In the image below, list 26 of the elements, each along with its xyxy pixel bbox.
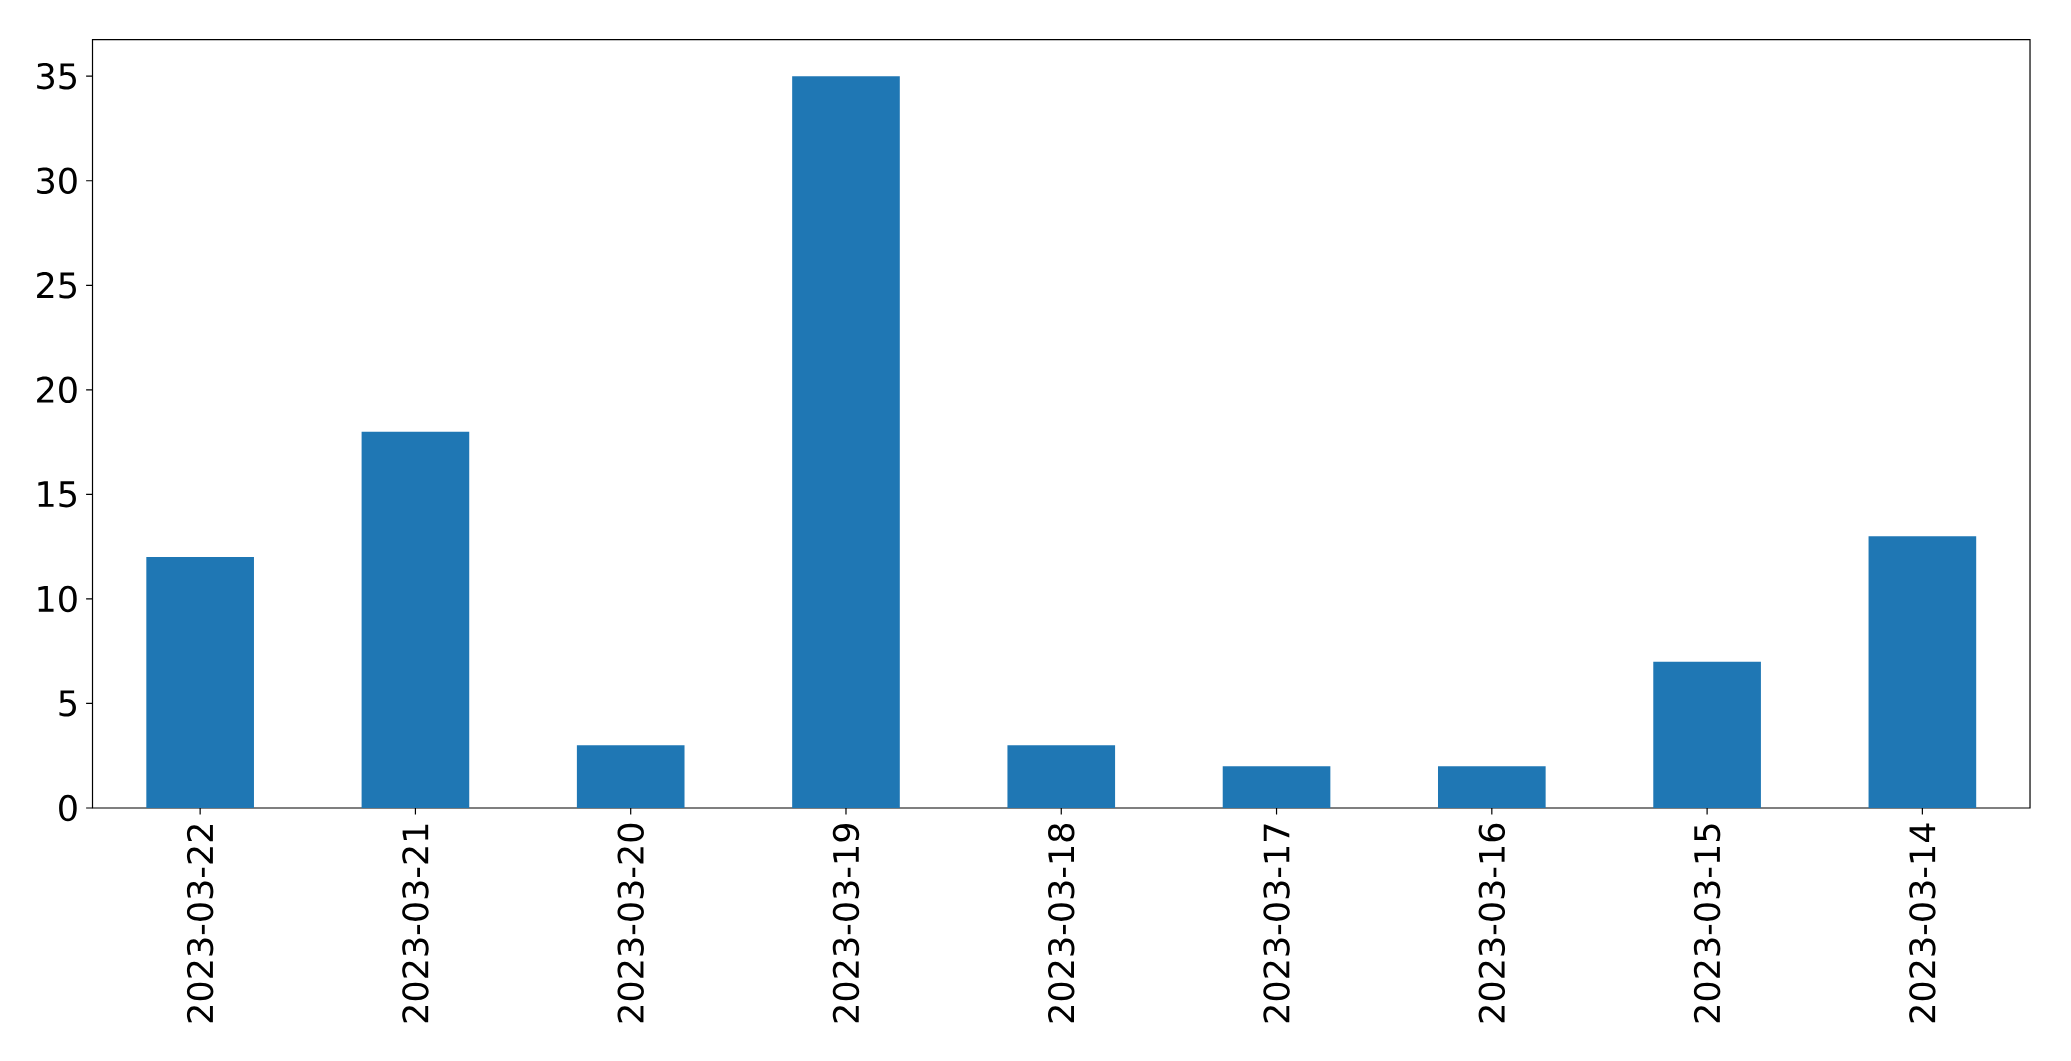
- y-tick-label: 10: [38, 585, 77, 613]
- y-tick-label: 15: [38, 481, 76, 508]
- bar: [361, 431, 470, 808]
- y-tick-label: 20: [37, 376, 77, 404]
- x-tick-label: 2023-03-19: [832, 823, 860, 1023]
- bar: [576, 745, 685, 808]
- bar: [1868, 536, 1977, 808]
- x-tick-label: 2023-03-15: [1693, 824, 1721, 1023]
- bar: [1007, 745, 1116, 808]
- x-tick-label: 2023-03-20: [617, 823, 644, 1023]
- y-tick-label: 35: [37, 62, 76, 90]
- x-tick-label: 2023-03-18: [1048, 823, 1075, 1023]
- x-tick-label: 2023-03-21: [402, 824, 429, 1023]
- bar: [1438, 766, 1546, 808]
- x-tick-label: 2023-03-16: [1478, 823, 1506, 1023]
- y-tick-label: 25: [37, 272, 76, 299]
- y-tick-label: 5: [59, 690, 76, 717]
- bar: [792, 76, 900, 808]
- bar: [146, 557, 254, 808]
- x-tick-label: 2023-03-14: [1909, 823, 1936, 1023]
- y-tick-label: 0: [59, 794, 77, 822]
- bar: [1653, 661, 1761, 808]
- x-tick-label: 2023-03-17: [1263, 824, 1290, 1023]
- x-tick-label: 2023-03-22: [186, 825, 214, 1023]
- y-tick-label: 30: [37, 167, 77, 194]
- bar: [1222, 766, 1331, 808]
